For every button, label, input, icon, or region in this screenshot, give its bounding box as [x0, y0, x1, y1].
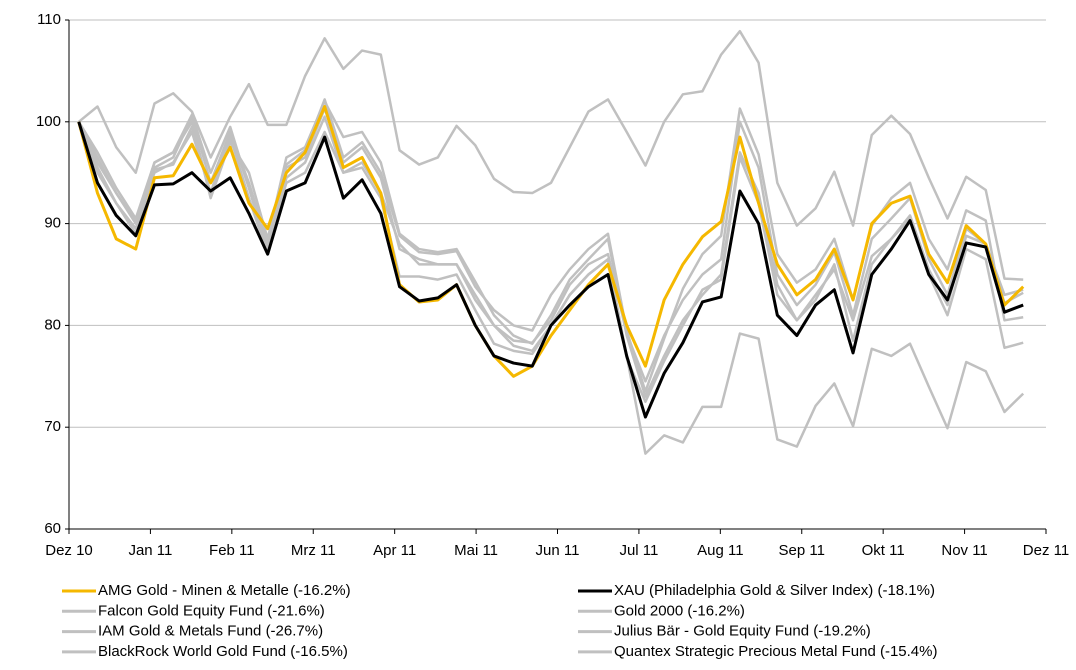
legend-label: Gold 2000 (-16.2%): [614, 602, 745, 619]
y-tick-label: 90: [44, 215, 61, 232]
y-tick-label: 80: [44, 316, 61, 333]
x-tick-label: Mrz 11: [291, 542, 336, 559]
x-tick-label: Nov 11: [941, 542, 987, 559]
legend-label: IAM Gold & Metals Fund (-26.7%): [98, 623, 323, 640]
x-tick-label: Aug 11: [697, 542, 743, 559]
series-line: [77, 105, 1025, 378]
x-tick-label: Okt 11: [862, 542, 905, 559]
legend-label: AMG Gold - Minen & Metalle (-16.2%): [98, 582, 351, 599]
legend-label: Julius Bär - Gold Equity Fund (-19.2%): [614, 623, 871, 640]
legend-label: Falcon Gold Equity Fund (-21.6%): [98, 602, 325, 619]
series-line: [77, 29, 1024, 281]
x-tick-label: Jan 11: [128, 542, 172, 559]
y-tick-label: 70: [44, 418, 61, 435]
x-tick-label: Jul 11: [619, 542, 658, 559]
legend-label: XAU (Philadelphia Gold & Silver Index) (…: [614, 582, 935, 599]
y-tick-label: 100: [36, 113, 61, 130]
x-tick-label: Mai 11: [454, 542, 498, 559]
x-tick-label: Sep 11: [779, 542, 825, 559]
x-tick-label: Jun 11: [536, 542, 580, 559]
legend-label: BlackRock World Gold Fund (-16.5%): [98, 643, 348, 660]
series-line: [77, 121, 1024, 419]
x-tick-label: Dez 10: [45, 542, 93, 559]
legend-label: Quantex Strategic Precious Metal Fund (-…: [614, 643, 937, 660]
x-tick-label: Apr 11: [373, 542, 416, 559]
y-tick-label: 110: [37, 11, 61, 28]
x-tick-label: Feb 11: [209, 542, 255, 559]
y-tick-label: 60: [44, 520, 61, 537]
x-tick-label: Dez 11: [1023, 542, 1069, 559]
series-line: [77, 98, 1024, 393]
